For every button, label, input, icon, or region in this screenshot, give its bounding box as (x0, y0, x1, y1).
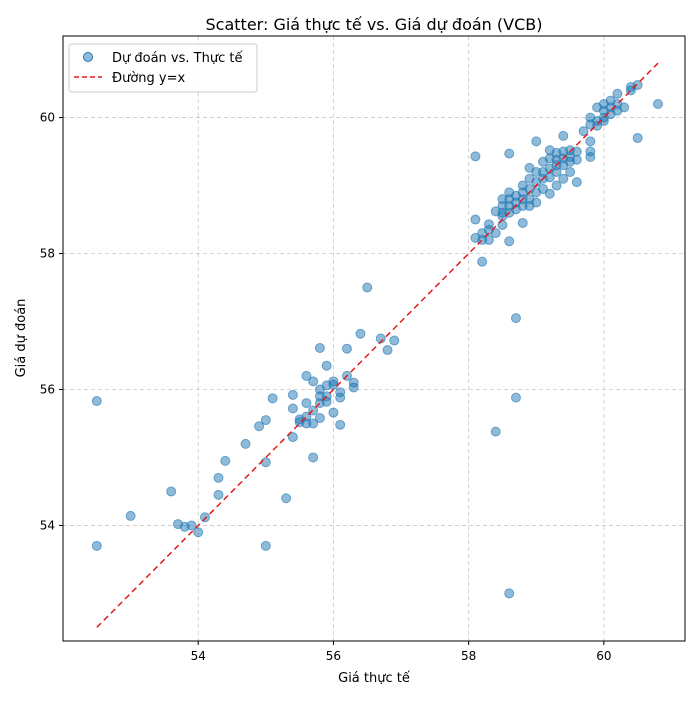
data-point (314, 343, 325, 354)
data-point (328, 379, 339, 390)
y-tick-label: 54 (40, 518, 55, 532)
data-point (477, 256, 488, 267)
data-point (213, 489, 224, 500)
x-tick-label: 56 (326, 649, 341, 663)
data-point (531, 197, 542, 208)
data-point (632, 79, 643, 90)
y-tick-label: 60 (40, 111, 55, 125)
data-point (308, 452, 319, 463)
data-point (287, 432, 298, 443)
data-point (321, 360, 332, 371)
data-point (504, 588, 515, 599)
data-point (355, 328, 366, 339)
data-point (220, 455, 231, 466)
data-point (598, 115, 609, 126)
identity-line (96, 62, 659, 628)
data-point (267, 393, 278, 404)
data-point (632, 132, 643, 143)
data-point (281, 493, 292, 504)
data-point (348, 382, 359, 393)
legend-label-points: Dự đoán vs. Thực tế (112, 51, 242, 66)
identity-line-layer (96, 62, 659, 628)
data-point (382, 345, 393, 356)
data-point (186, 520, 197, 531)
data-point (166, 486, 177, 497)
data-point (504, 236, 515, 247)
legend-marker-points (83, 52, 93, 62)
data-point (335, 392, 346, 403)
data-point (470, 151, 481, 162)
data-point (91, 396, 102, 407)
data-point (362, 282, 373, 293)
data-point (287, 389, 298, 400)
data-point (470, 214, 481, 225)
data-point (531, 136, 542, 147)
chart-title: Scatter: Giá thực tế vs. Giá dự đoán (VC… (206, 15, 543, 34)
data-point (328, 407, 339, 418)
data-point (125, 510, 136, 521)
data-point (308, 376, 319, 387)
data-point (301, 398, 312, 409)
data-point (619, 102, 630, 113)
data-point (301, 370, 312, 381)
data-point (314, 413, 325, 424)
data-point (287, 403, 298, 414)
data-point (571, 154, 582, 165)
data-point (375, 333, 386, 344)
legend-box (68, 43, 258, 93)
legend: Dự đoán vs. Thực tế Đường y=x (68, 43, 258, 93)
data-point (551, 166, 562, 177)
y-axis-label: Giá dự đoán (14, 299, 29, 378)
data-point (558, 130, 569, 141)
data-point (260, 415, 271, 426)
data-point (490, 228, 501, 239)
data-point (544, 188, 555, 199)
data-point (510, 392, 521, 403)
y-tick-label: 58 (40, 247, 55, 261)
data-point (592, 120, 603, 131)
data-point (483, 234, 494, 245)
x-tick-label: 54 (191, 649, 206, 663)
data-point (490, 426, 501, 437)
data-point (652, 98, 663, 109)
data-point (260, 540, 271, 551)
data-point (558, 173, 569, 184)
data-point (612, 88, 623, 99)
legend-label-line: Đường y=x (112, 71, 185, 86)
x-tick-label: 58 (461, 649, 476, 663)
x-axis-label: Giá thực tế (338, 671, 410, 686)
data-point (389, 335, 400, 346)
data-point (240, 438, 251, 449)
data-point (504, 148, 515, 159)
data-point (571, 177, 582, 188)
data-point (254, 421, 265, 432)
data-point (538, 183, 549, 194)
data-point (565, 166, 576, 177)
data-point (308, 418, 319, 429)
data-point (91, 540, 102, 551)
y-tick-label: 56 (40, 382, 55, 396)
data-point (510, 313, 521, 324)
x-tick-label: 60 (596, 649, 611, 663)
data-point (578, 126, 589, 137)
plot-frame (62, 35, 686, 642)
data-point (193, 527, 204, 538)
data-point (260, 457, 271, 468)
data-point (335, 419, 346, 430)
data-point (341, 343, 352, 354)
data-point (585, 152, 596, 162)
grid (63, 36, 685, 641)
data-point (585, 136, 596, 147)
data-point (517, 217, 528, 228)
data-point (551, 180, 562, 191)
axis-ticks: 54 56 58 60 54 56 58 60 (40, 111, 612, 663)
data-point (199, 512, 210, 523)
data-point (213, 472, 224, 483)
